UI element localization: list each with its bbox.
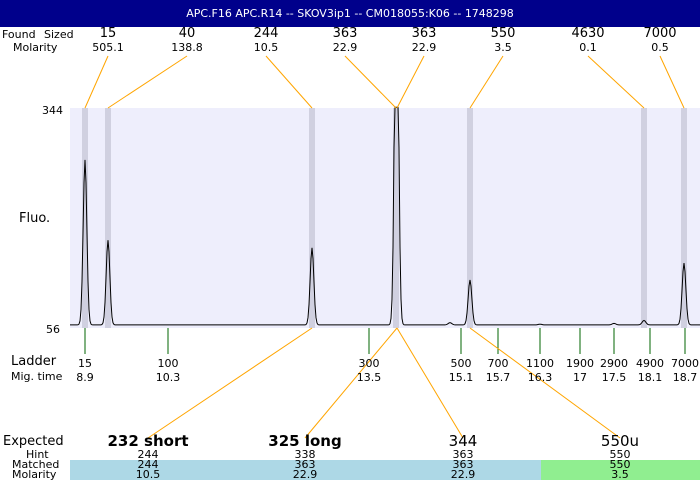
peak-molarity: 0.1 [579, 41, 597, 54]
y-tick-min: 56 [46, 323, 60, 336]
ladder-size: 100 [157, 357, 179, 370]
peak-connector [107, 55, 188, 109]
peak-molarity: 10.5 [253, 41, 279, 54]
peak-connector [84, 55, 109, 109]
hint-value: 363 [452, 448, 474, 461]
lane-band [393, 108, 399, 328]
peak-size: 40 [178, 26, 196, 41]
ladder-size: 700 [487, 357, 509, 370]
peak-molarity: 0.5 [651, 41, 669, 54]
title-bar: APC.F16 APC.R14 -- SKOV3ip1 -- CM018055:… [0, 0, 700, 27]
lane-band [309, 108, 315, 328]
molarity-label: Molarity [13, 41, 58, 54]
ladder-size: 15 [78, 357, 92, 370]
peak-connector [265, 55, 313, 109]
lane-band [105, 108, 111, 328]
peak-size: 7000 [643, 26, 677, 41]
expected-connector [396, 327, 464, 439]
expected-connector [147, 327, 313, 439]
peak-size: 363 [411, 26, 437, 41]
found-label: Found [2, 28, 36, 41]
expected-label-value: 325 long [268, 432, 342, 450]
matched-bg-blue [70, 460, 541, 480]
matched-label: Matched [12, 458, 60, 471]
molarity-value: 22.9 [450, 468, 476, 481]
peak-connector [469, 55, 504, 109]
ladder-size: 300 [358, 357, 380, 370]
ladder-size: 4900 [636, 357, 664, 370]
plot-area [70, 108, 700, 328]
sized-label: Sized [44, 28, 74, 41]
peak-connector [587, 55, 645, 109]
ladder-mig-time: 10.3 [155, 371, 181, 384]
ladder-size: 500 [450, 357, 472, 370]
lane-band [681, 108, 687, 328]
peak-size: 4630 [571, 26, 605, 41]
ladder-mig-time: 13.5 [356, 371, 382, 384]
mig-time-label: Mig. time [11, 370, 63, 383]
lane-band [467, 108, 473, 328]
peak-connector [659, 55, 685, 109]
peak-molarity: 505.1 [92, 41, 124, 54]
matched-value: 363 [294, 458, 316, 471]
expected-label-value: 550u [600, 432, 640, 450]
hint-value: 244 [137, 448, 159, 461]
peak-connector [344, 55, 397, 109]
matched-value: 550 [609, 458, 631, 471]
ladder-mig-time: 18.7 [672, 371, 698, 384]
ladder-mig-time: 17.5 [601, 371, 627, 384]
y-tick-max: 344 [42, 104, 63, 117]
matched-value: 363 [452, 458, 474, 471]
molarity-value: 10.5 [135, 468, 161, 481]
ladder-label: Ladder [11, 354, 57, 369]
peak-connector [396, 55, 425, 109]
peak-molarity: 3.5 [494, 41, 512, 54]
ladder-size: 7000 [671, 357, 699, 370]
peak-molarity: 138.8 [171, 41, 203, 54]
ladder-mig-time: 17 [573, 371, 587, 384]
expected-connector [469, 327, 621, 439]
expected-connector [304, 327, 398, 439]
hint-label: Hint [26, 448, 49, 461]
lane-band [82, 108, 88, 328]
lane-band [641, 108, 647, 328]
ladder-mig-time: 18.1 [637, 371, 663, 384]
expected-label-value: 344 [448, 432, 478, 450]
peak-molarity: 22.9 [332, 41, 358, 54]
y-axis-label: Fluo. [19, 211, 51, 226]
peak-size: 244 [253, 26, 279, 41]
molarity-value: 3.5 [611, 468, 629, 481]
peak-molarity: 22.9 [411, 41, 437, 54]
trace-line [70, 106, 700, 326]
molarity-row-label: Molarity [12, 468, 57, 481]
peak-size: 15 [99, 26, 117, 41]
peak-size: 363 [332, 26, 358, 41]
peak-size: 550 [490, 26, 516, 41]
expected-label: Expected [3, 434, 64, 449]
matched-bg-green [541, 460, 700, 480]
matched-value: 244 [137, 458, 159, 471]
expected-label-value: 232 short [107, 432, 189, 450]
hint-value: 550 [609, 448, 631, 461]
ladder-mig-time: 15.7 [485, 371, 511, 384]
ladder-size: 1900 [566, 357, 594, 370]
hint-value: 338 [294, 448, 316, 461]
ladder-mig-time: 16.3 [527, 371, 553, 384]
molarity-value: 22.9 [292, 468, 318, 481]
ladder-mig-time: 8.9 [76, 371, 94, 384]
ladder-mig-time: 15.1 [448, 371, 474, 384]
ladder-size: 2900 [600, 357, 628, 370]
ladder-size: 1100 [526, 357, 554, 370]
